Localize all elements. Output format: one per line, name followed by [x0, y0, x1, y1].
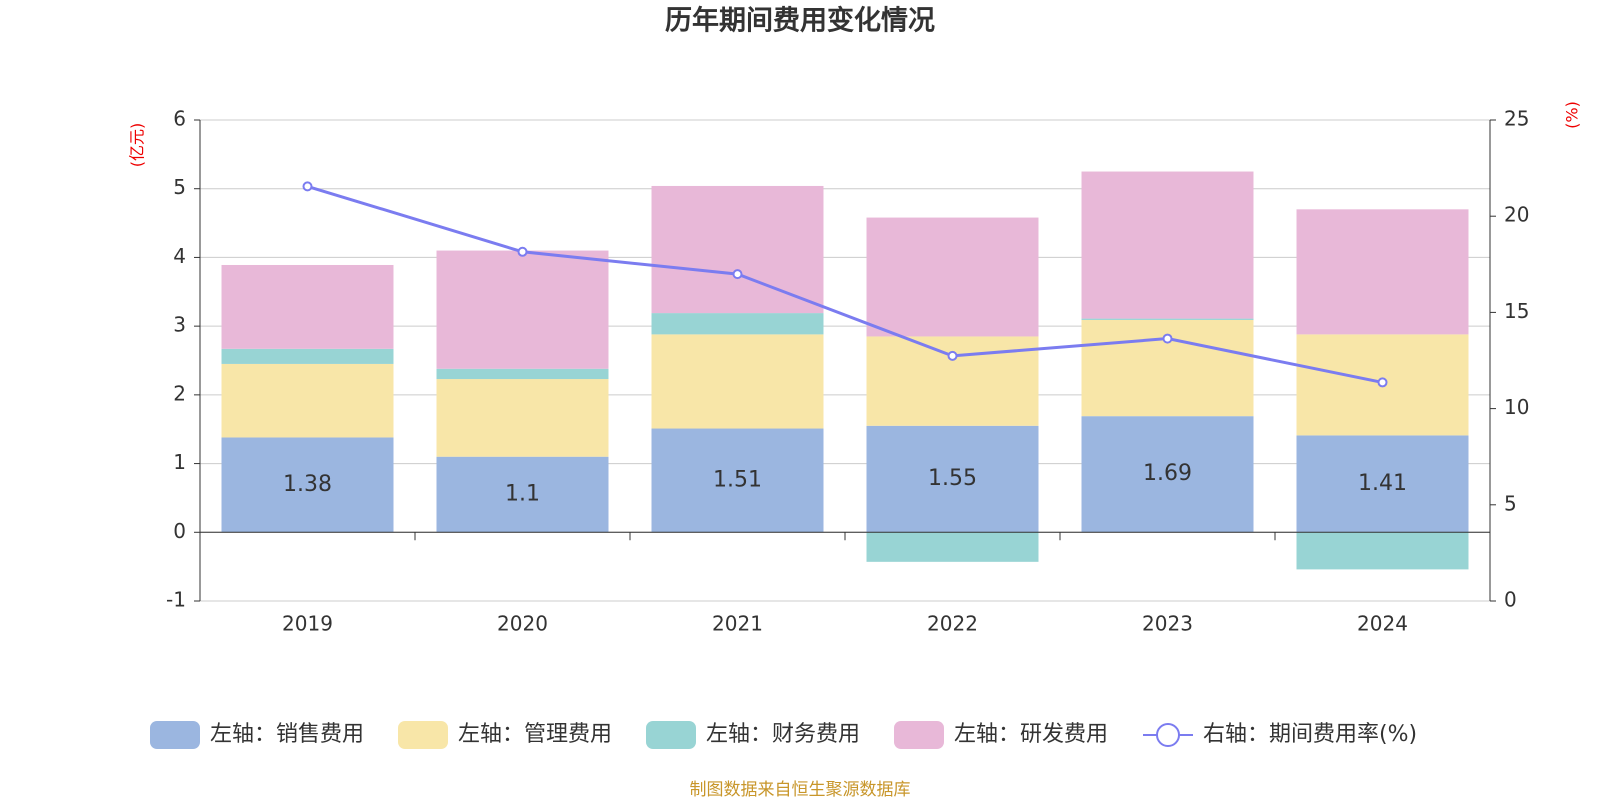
bar: [436, 250, 609, 369]
y2-tick-label: 15: [1504, 299, 1529, 323]
legend-marker: [1156, 723, 1180, 747]
line-point: [302, 181, 313, 192]
data-label: 1.41: [1358, 471, 1407, 496]
line-point: [947, 350, 958, 361]
bar: [651, 428, 824, 533]
bar: [221, 363, 394, 438]
bar: [651, 185, 824, 314]
legend-label: 左轴：管理费用: [458, 722, 612, 747]
y2-tick-label: 10: [1504, 395, 1529, 419]
bar: [651, 334, 824, 429]
y-tick-label: 5: [173, 175, 186, 199]
line: [307, 184, 1383, 384]
bar: [436, 456, 609, 533]
line-point: [517, 246, 528, 257]
legend-swatch: [646, 721, 696, 749]
source-note: 制图数据来自恒生聚源数据库: [690, 780, 911, 800]
legend-label: 右轴：期间费用率(%): [1203, 722, 1417, 747]
line-point: [1377, 377, 1388, 388]
x-tick-label: 2023: [1142, 612, 1193, 636]
y-tick-label: 2: [173, 381, 186, 405]
data-label: 1.69: [1143, 461, 1192, 486]
line-point: [732, 269, 743, 280]
y2-axis-label: (%): [1563, 101, 1582, 129]
legend-label: 左轴：研发费用: [954, 722, 1108, 747]
y2-tick-label: 20: [1504, 203, 1529, 227]
y-tick-label: 1: [173, 450, 186, 474]
y-tick-label: 3: [173, 313, 186, 337]
y2-tick-label: 25: [1504, 107, 1529, 131]
bars: [221, 171, 1469, 570]
bar: [221, 437, 394, 533]
legend-label: 左轴：销售费用: [210, 722, 364, 747]
legend-swatch: [398, 721, 448, 749]
x-tick-label: 2019: [282, 612, 333, 636]
x-tick-label: 2020: [497, 612, 548, 636]
bar: [866, 217, 1039, 337]
chart-title: 历年期间费用变化情况: [665, 5, 935, 37]
bar: [866, 425, 1039, 533]
data-label: 1.51: [713, 467, 762, 492]
legend-swatch: [894, 721, 944, 749]
y-tick-label: 0: [173, 519, 186, 543]
bar: [1081, 171, 1254, 319]
bar: [1081, 318, 1254, 320]
y2-tick-label: 0: [1504, 588, 1517, 612]
y2-tick-label: 5: [1504, 491, 1517, 515]
data-label: 1.38: [283, 472, 332, 497]
bar: [436, 379, 609, 457]
y-axis-label: (亿元): [128, 123, 147, 168]
data-label: 1.1: [505, 481, 540, 506]
x-tick-label: 2024: [1357, 612, 1408, 636]
legend-label: 左轴：财务费用: [706, 722, 860, 747]
y-tick-label: -1: [166, 588, 186, 612]
y-tick-label: 6: [173, 107, 186, 131]
x-tick-label: 2021: [712, 612, 763, 636]
bar: [221, 264, 394, 349]
bar: [221, 348, 394, 364]
data-label: 1.55: [928, 466, 977, 491]
bar: [866, 532, 1039, 562]
bar: [1296, 532, 1469, 570]
y-tick-label: 4: [173, 244, 186, 268]
bar: [651, 313, 824, 335]
bar: [436, 368, 609, 380]
line-point: [1162, 333, 1173, 344]
x-tick-label: 2022: [927, 612, 978, 636]
legend-swatch: [150, 721, 200, 749]
bar: [1296, 209, 1469, 335]
bar: [1296, 435, 1469, 533]
bar: [1081, 416, 1254, 533]
